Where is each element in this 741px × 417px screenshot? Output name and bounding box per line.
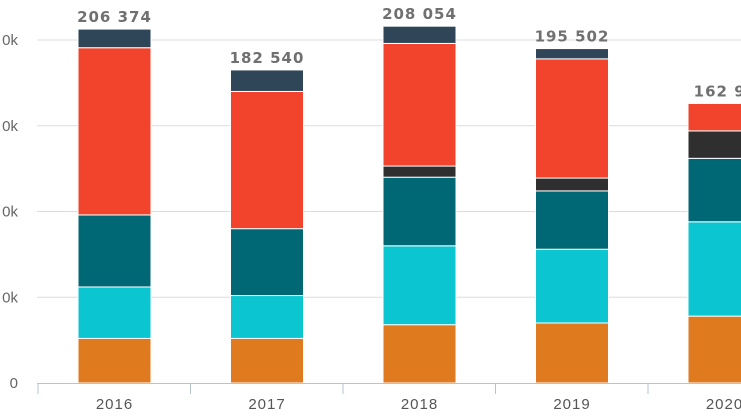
- bar-segment: [382, 176, 457, 247]
- bar-segment: [535, 248, 609, 324]
- bar-segment: [230, 228, 304, 297]
- total-label: 208 054: [382, 5, 457, 23]
- bar-segment: [382, 42, 457, 167]
- bar-segment: [77, 337, 152, 384]
- bar-segment: [687, 130, 741, 159]
- bar-segment: [535, 48, 609, 60]
- bar-segment: [687, 102, 741, 132]
- bar-segment: [535, 177, 609, 192]
- bar-segment: [687, 157, 741, 223]
- y-tick-label: 0k: [2, 118, 18, 135]
- bar-segment: [687, 315, 741, 384]
- bar-segment: [77, 214, 152, 288]
- total-label: 162 9?: [694, 82, 741, 100]
- x-tick-label: 2018: [401, 396, 438, 413]
- y-tick-label: 0k: [2, 32, 18, 49]
- bar-segment: [77, 28, 152, 49]
- x-tick-label: 2017: [248, 396, 285, 413]
- bar-segment: [382, 25, 457, 44]
- total-labels: 206 374 182 540 208 054 195 502 162 9?: [77, 5, 741, 100]
- total-label: 182 540: [230, 49, 305, 67]
- y-axis: 0 0k 0k 0k 0k: [2, 32, 18, 392]
- bar-segment: [77, 47, 152, 216]
- bar-segment: [230, 69, 304, 92]
- x-tick-label: 2016: [96, 396, 133, 413]
- bar-segment: [230, 337, 304, 384]
- y-tick-label: 0: [10, 375, 18, 392]
- total-label: 195 502: [535, 28, 610, 46]
- x-tick-label: 2019: [553, 396, 590, 413]
- bar-segment: [382, 245, 457, 326]
- bars: [77, 25, 741, 384]
- y-tick-label: 0k: [2, 204, 18, 221]
- bar-segment: [382, 165, 457, 178]
- bar-segment: [535, 58, 609, 179]
- x-axis: 2016 2017 2018 2019 2020: [37, 383, 741, 413]
- bar-segment: [77, 286, 152, 339]
- y-tick-label: 0k: [2, 289, 18, 306]
- bar-segment: [687, 221, 741, 317]
- x-tick-label: 2020: [706, 396, 741, 413]
- bar-segment: [230, 90, 304, 230]
- total-label: 206 374: [77, 8, 152, 26]
- bar-segment: [382, 324, 457, 384]
- bar-segment: [535, 190, 609, 250]
- bar-segment: [535, 322, 609, 384]
- bar-segment: [230, 295, 304, 339]
